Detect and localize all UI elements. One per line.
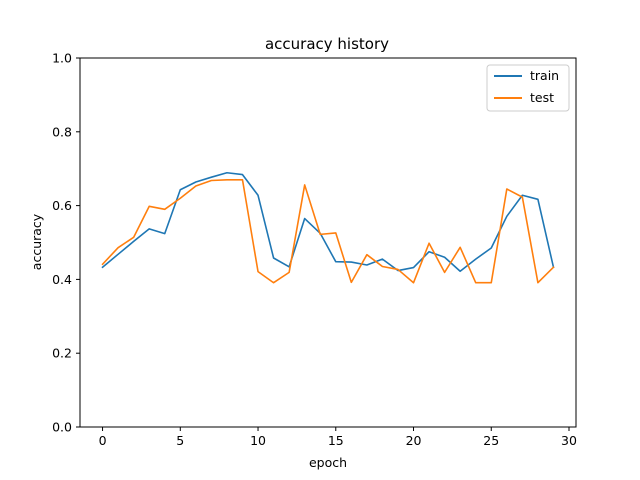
chart-title: accuracy history bbox=[265, 35, 389, 53]
y-tick-label: 0.4 bbox=[52, 272, 72, 287]
y-tick-label: 0.6 bbox=[52, 198, 72, 213]
y-tick-label: 0.0 bbox=[52, 420, 72, 435]
x-axis-label: epoch bbox=[309, 455, 347, 470]
x-tick-label: 15 bbox=[328, 433, 344, 448]
y-axis: 0.0 0.2 0.4 0.6 0.8 1.0 bbox=[52, 51, 80, 435]
x-tick-label: 0 bbox=[99, 433, 107, 448]
series-line-train bbox=[101, 171, 555, 273]
y-tick-label: 0.2 bbox=[52, 346, 72, 361]
x-tick-label: 10 bbox=[250, 433, 266, 448]
series-line-test bbox=[101, 178, 555, 284]
y-tick-label: 1.0 bbox=[52, 51, 72, 66]
legend-test-label: test bbox=[530, 90, 554, 105]
plot-lines bbox=[101, 171, 555, 284]
plot-frame bbox=[79, 57, 577, 428]
x-axis: 0 5 10 15 20 25 30 bbox=[99, 427, 577, 448]
x-tick-label: 25 bbox=[483, 433, 499, 448]
x-tick-label: 5 bbox=[176, 433, 184, 448]
legend-train-label: train bbox=[530, 68, 559, 83]
x-tick-label: 20 bbox=[406, 433, 422, 448]
y-axis-label: accuracy bbox=[29, 213, 44, 270]
legend: train test bbox=[486, 64, 570, 112]
y-tick-label: 0.8 bbox=[52, 124, 72, 139]
x-tick-label: 30 bbox=[561, 433, 577, 448]
